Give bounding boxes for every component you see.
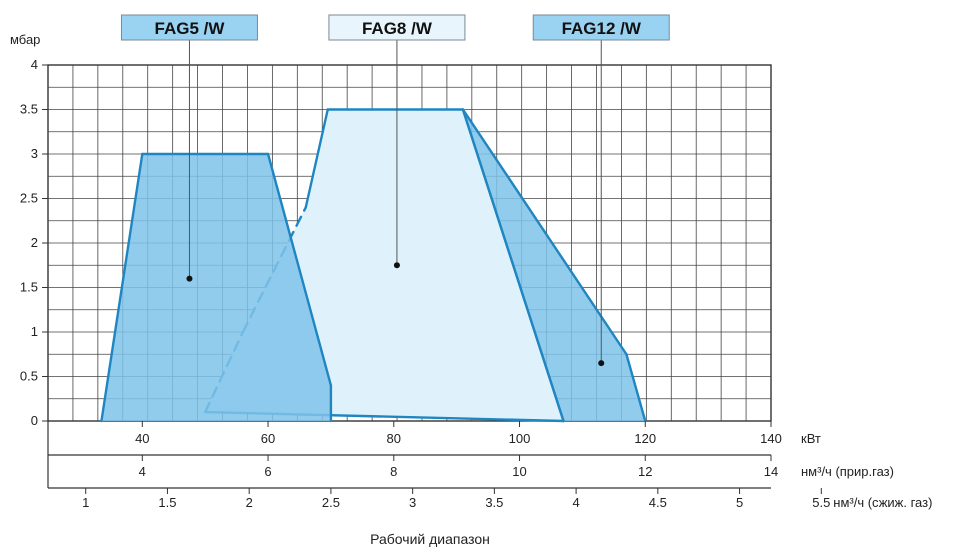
series-outline-segment bbox=[100, 152, 144, 423]
series-tag-label: FAG12 /W bbox=[562, 19, 642, 38]
x-tick-label: 1.5 bbox=[158, 495, 176, 510]
chart-caption: Рабочий диапазон bbox=[370, 531, 490, 547]
x-tick-label: 12 bbox=[638, 464, 652, 479]
y-tick-label: 3 bbox=[31, 146, 38, 161]
series-outline-segment bbox=[461, 108, 628, 356]
y-tick-label: 2 bbox=[31, 235, 38, 250]
x-tick-label: 40 bbox=[135, 431, 149, 446]
series-marker bbox=[598, 360, 605, 367]
x-tick-label: 6 bbox=[264, 464, 271, 479]
series-area bbox=[101, 154, 331, 421]
x-tick-label: 8 bbox=[390, 464, 397, 479]
x-tick-label: 80 bbox=[387, 431, 401, 446]
series-marker bbox=[393, 262, 400, 269]
y-tick-label: 1.5 bbox=[20, 280, 38, 295]
series-outline-segment bbox=[461, 108, 565, 423]
y-axis-ticks: 0 0.5 1 1.5 2 2.5 3 3.5 4 bbox=[20, 57, 48, 428]
y-tick-label: 3.5 bbox=[20, 102, 38, 117]
y-axis-label: мбар bbox=[10, 32, 40, 47]
series-outline-segment bbox=[625, 353, 647, 423]
series-layer bbox=[100, 40, 647, 423]
x-tick-label: 60 bbox=[261, 431, 275, 446]
series-tag-box bbox=[532, 14, 670, 41]
y-tick-label: 0.5 bbox=[20, 369, 38, 384]
series-marker bbox=[186, 275, 193, 282]
y-tick-label: 2.5 bbox=[20, 191, 38, 206]
x-axis-unit: кВт bbox=[801, 431, 821, 446]
x-tick-label: 4 bbox=[572, 495, 579, 510]
x-tick-label: 5 bbox=[736, 495, 743, 510]
series-outline-segment bbox=[266, 152, 333, 387]
x-tick-label: 10 bbox=[512, 464, 526, 479]
x-tick-label: 120 bbox=[634, 431, 656, 446]
x-axis-unit: нм³/ч (прир.газ) bbox=[801, 464, 894, 479]
series-tag-box bbox=[120, 14, 258, 41]
x-tick-label: 100 bbox=[509, 431, 531, 446]
y-tick-label: 1 bbox=[31, 324, 38, 339]
x-tick-label: 3 bbox=[409, 495, 416, 510]
x-tick-label: 140 bbox=[760, 431, 782, 446]
series-tag-label: FAG8 /W bbox=[362, 19, 433, 38]
x-axis-unit: нм³/ч (сжиж. газ) bbox=[833, 495, 932, 510]
x-tick-label: 3.5 bbox=[485, 495, 503, 510]
x-tick-label: 5.5 bbox=[812, 495, 830, 510]
y-tick-label: 4 bbox=[31, 57, 38, 72]
x-tick-label: 2.5 bbox=[322, 495, 340, 510]
x-tick-label: 14 bbox=[764, 464, 778, 479]
x-tick-label: 4.5 bbox=[649, 495, 667, 510]
series-tag-box bbox=[328, 14, 466, 41]
y-tick-label: 0 bbox=[31, 413, 38, 428]
series-tag-label: FAG5 /W bbox=[155, 19, 226, 38]
x-tick-label: 1 bbox=[82, 495, 89, 510]
series-area bbox=[462, 109, 646, 421]
x-tick-label: 4 bbox=[139, 464, 146, 479]
series-tags: FAG8 /W FAG5 /W FAG12 /W bbox=[120, 14, 670, 41]
series-outline-segment bbox=[304, 108, 329, 209]
x-tick-label: 2 bbox=[246, 495, 253, 510]
